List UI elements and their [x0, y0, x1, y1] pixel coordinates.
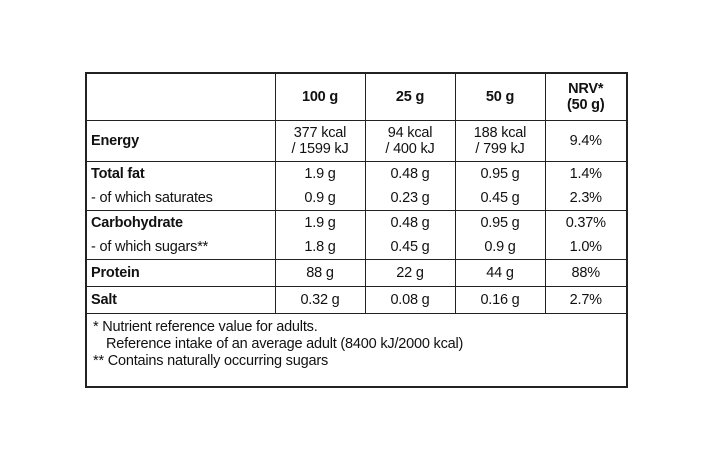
cell-value: 0.32 g [275, 286, 366, 313]
cell-value: 1.8 g [275, 235, 366, 260]
footnote-nrv: * Nutrient reference value for adults. [93, 319, 318, 335]
cell-value: 9.4% [569, 133, 602, 149]
row-label: Salt [87, 286, 276, 313]
header-100g: 100 g [275, 74, 366, 121]
nutrition-table: 100 g 25 g 50 g NRV* (50 g) Energy 377 k… [87, 74, 626, 313]
cell-value: 94 kcal/ 400 kJ [365, 120, 456, 162]
table-row: Total fat 1.9 g 0.48 g 0.95 g 1.4% [87, 161, 626, 186]
cell-value: 0.95 g [455, 161, 546, 186]
cell-value: 88% [545, 259, 626, 287]
table-row: Carbohydrate 1.9 g 0.48 g 0.95 g 0.37% [87, 210, 626, 235]
row-label: - of which saturates [87, 186, 276, 211]
table-row: - of which saturates 0.9 g 0.23 g 0.45 g… [87, 186, 626, 211]
row-label: Energy [87, 120, 276, 162]
cell-value: 0.23 g [365, 186, 456, 211]
cell-value: 1.9 g [275, 161, 366, 186]
header-50g: 50 g [455, 74, 546, 121]
cell-value: 0.95 g [455, 210, 546, 235]
cell-value: 1.0% [569, 239, 602, 255]
cell-value: 2.7% [545, 286, 626, 313]
row-label: - of which sugars** [87, 235, 276, 260]
cell-value: 0.16 g [455, 286, 546, 313]
table-row: Energy 377 kcal/ 1599 kJ 94 kcal/ 400 kJ… [87, 120, 626, 162]
row-label: Protein [87, 259, 276, 287]
cell-value: 0.45 g [365, 235, 456, 260]
cell-value: 0.45 g [455, 186, 546, 211]
header-nrv: NRV* (50 g) [545, 74, 626, 121]
cell-value: 0.48 g [365, 210, 456, 235]
row-label: Carbohydrate [87, 210, 276, 235]
header-nrv-line2: (50 g) [567, 97, 605, 113]
row-label: Total fat [87, 161, 276, 186]
table-row: Salt 0.32 g 0.08 g 0.16 g 2.7% [87, 286, 626, 313]
header-blank [87, 74, 276, 121]
footnote-reference-intake: Reference intake of an average adult (84… [106, 336, 464, 352]
cell-value: 1.9 g [275, 210, 366, 235]
header-25g: 25 g [365, 74, 456, 121]
table-row: Protein 88 g 22 g 44 g 88% [87, 259, 626, 287]
cell-value: 0.9 g [275, 186, 366, 211]
table-row: - of which sugars** 1.8 g 0.45 g 0.9 g 1… [87, 235, 626, 260]
cell-value: 188 kcal/ 799 kJ [455, 120, 546, 162]
cell-value: 1.4% [545, 161, 626, 186]
header-nrv-line1: NRV* [568, 81, 604, 97]
cell-value: 22 g [365, 259, 456, 287]
cell-value: 44 g [455, 259, 546, 287]
cell-value: 0.48 g [365, 161, 456, 186]
nutrition-panel: 100 g 25 g 50 g NRV* (50 g) Energy 377 k… [85, 72, 628, 388]
footnote-sugars: ** Contains naturally occurring sugars [93, 353, 328, 369]
cell-value: 377 kcal/ 1599 kJ [275, 120, 366, 162]
cell-value: 88 g [275, 259, 366, 287]
cell-value: 2.3% [569, 190, 602, 206]
cell-value: 0.08 g [365, 286, 456, 313]
footnotes: * Nutrient reference value for adults. R… [87, 313, 626, 370]
cell-value: 0.37% [545, 210, 626, 235]
header-row: 100 g 25 g 50 g NRV* (50 g) [87, 74, 626, 121]
cell-value: 0.9 g [455, 235, 546, 260]
